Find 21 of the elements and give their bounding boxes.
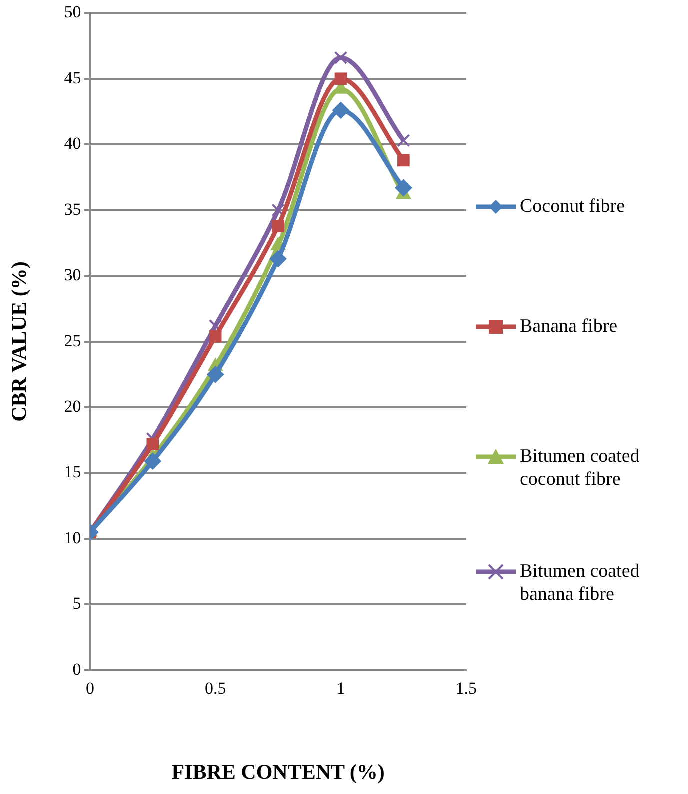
y-tick-label: 50 (64, 2, 82, 22)
legend-label: Banana fibre (520, 315, 618, 338)
y-tick-label: 0 (72, 660, 82, 679)
x-tick-label: 0 (86, 679, 94, 698)
x-axis-title: FIBRE CONTENT (%) (172, 760, 385, 784)
legend-label: Bitumen coated coconut fibre (520, 445, 641, 491)
y-tick-label: 5 (72, 594, 82, 614)
legend-label: Bitumen coated banana fibre (520, 560, 641, 606)
y-tick-label: 25 (64, 331, 82, 350)
y-tick-label: 30 (64, 266, 82, 285)
y-tick-label: 20 (64, 396, 82, 416)
y-tick-label: 40 (64, 134, 82, 154)
y-tick-label: 15 (64, 462, 82, 482)
y-axis-title: CBR VALUE (%) (7, 262, 32, 422)
y-tick-label: 45 (64, 68, 82, 88)
legend-label: Coconut fibre (520, 195, 626, 218)
x-tick-label: 1 (336, 679, 346, 698)
x-tick-label: 0.5 (204, 679, 226, 698)
y-tick-label: 10 (64, 528, 82, 548)
y-tick-label: 35 (64, 200, 82, 219)
x-tick-label: 1.5 (456, 679, 477, 698)
